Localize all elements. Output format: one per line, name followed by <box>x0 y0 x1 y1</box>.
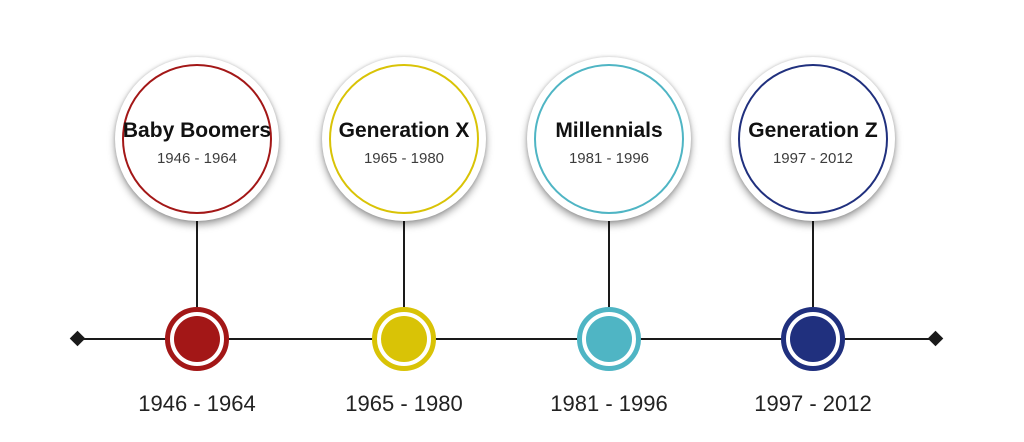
generation-column-millennials: Millennials 1981 - 1996 1981 - 1996 <box>499 0 719 442</box>
timeline-marker-core <box>381 316 427 362</box>
axis-date-label: 1965 - 1980 <box>345 391 463 416</box>
generation-period: 1997 - 2012 <box>772 149 854 167</box>
axis-endpoint-left-diamond-icon <box>69 330 86 347</box>
generation-period: 1965 - 1980 <box>363 149 445 167</box>
timeline-marker <box>372 307 436 371</box>
axis-date-label: 1946 - 1964 <box>138 391 256 416</box>
timeline-marker-core <box>586 316 632 362</box>
generation-period: 1981 - 1996 <box>568 149 650 167</box>
connector-line <box>196 221 198 307</box>
generation-column-baby-boomers: Baby Boomers 1946 - 1964 1946 - 1964 <box>87 0 307 442</box>
generation-column-generation-z: Generation Z 1997 - 2012 1997 - 2012 <box>703 0 923 442</box>
timeline-marker <box>165 307 229 371</box>
generation-circle-ring: Baby Boomers 1946 - 1964 <box>122 64 272 214</box>
axis-date-label: 1997 - 2012 <box>754 391 872 416</box>
timeline-marker <box>781 307 845 371</box>
connector-line <box>608 221 610 307</box>
connector-line <box>812 221 814 307</box>
axis-date-label: 1981 - 1996 <box>550 391 668 416</box>
generation-circle-ring: Generation Z 1997 - 2012 <box>738 64 888 214</box>
generation-circle: Generation X 1965 - 1980 <box>322 57 486 221</box>
generation-title: Baby Boomers <box>122 119 272 143</box>
generation-column-generation-x: Generation X 1965 - 1980 1965 - 1980 <box>294 0 514 442</box>
connector-line <box>403 221 405 307</box>
timeline-marker-core <box>790 316 836 362</box>
generation-title: Millennials <box>555 119 663 143</box>
generation-circle: Millennials 1981 - 1996 <box>527 57 691 221</box>
axis-endpoint-right-diamond-icon <box>927 330 944 347</box>
timeline-marker-core <box>174 316 220 362</box>
generation-title: Generation Z <box>748 119 878 143</box>
timeline-marker <box>577 307 641 371</box>
generation-period: 1946 - 1964 <box>156 149 238 167</box>
timeline-axis-line <box>78 338 936 340</box>
generation-title: Generation X <box>338 119 470 143</box>
generation-circle: Generation Z 1997 - 2012 <box>731 57 895 221</box>
generation-circle: Baby Boomers 1946 - 1964 <box>115 57 279 221</box>
generation-circle-ring: Generation X 1965 - 1980 <box>329 64 479 214</box>
generation-circle-ring: Millennials 1981 - 1996 <box>534 64 684 214</box>
